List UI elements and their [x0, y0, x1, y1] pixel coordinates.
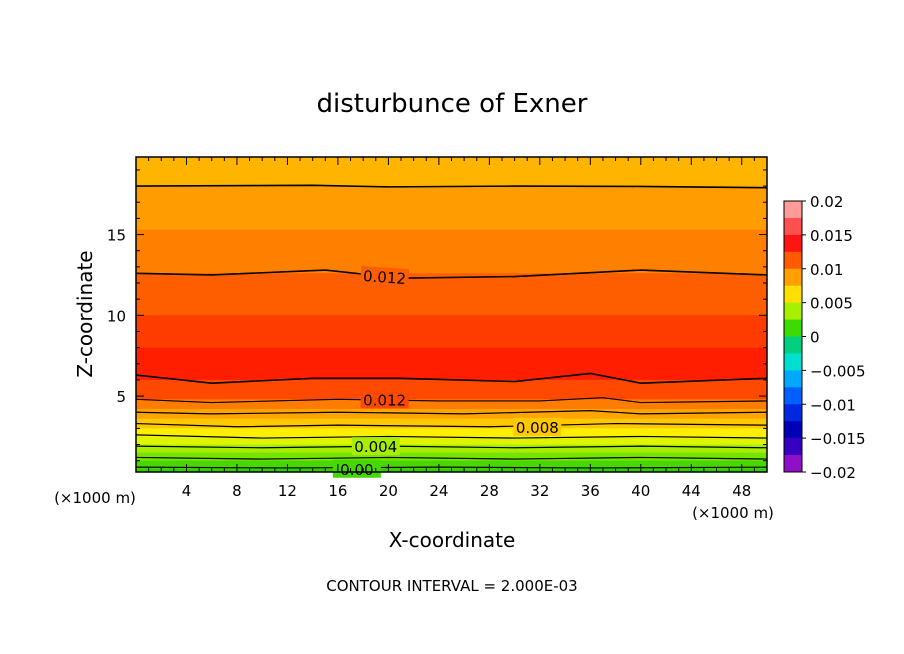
y-tick-label-15: 15: [107, 227, 126, 245]
contour-band-10: [136, 428, 767, 438]
contour-band-3: [136, 273, 767, 316]
colorbar-label-3: 0.005: [810, 295, 853, 313]
colorbar-segment-1: [784, 217, 802, 236]
contour-band-0: [136, 157, 767, 187]
colorbar-segment-5: [784, 285, 802, 304]
contour-label-group-4: 0.00: [332, 459, 381, 479]
contour-label-1: 0.012: [363, 391, 406, 409]
contour-label-2: 0.008: [516, 419, 559, 437]
contour-band-9: [136, 418, 767, 429]
contour-line-0: [136, 184, 767, 189]
y-tick-label-10: 10: [107, 307, 126, 325]
colorbar-segment-7: [784, 319, 802, 337]
colorbar-segment-0: [784, 201, 802, 219]
contour-band-4: [136, 315, 767, 349]
colorbar-segment-8: [784, 336, 802, 354]
contour-band-14: [136, 460, 767, 470]
contour-label-group-2: 0.008: [513, 417, 562, 437]
contour-label-group-0: 0.012: [360, 265, 410, 288]
colorbar-segment-14: [784, 438, 802, 456]
contour-band-1: [136, 186, 767, 231]
x-axis-label: X-coordinate: [389, 528, 516, 552]
colorbar-segment-6: [784, 302, 802, 321]
contour-label-bg-2: [513, 417, 562, 436]
contour-label-bg-0: [360, 265, 410, 288]
colorbar-label-8: −0.02: [810, 464, 856, 482]
contour-band-2: [136, 229, 767, 274]
contour-label-bg-1: [360, 390, 409, 409]
colorbar-label-2: 0.01: [810, 261, 843, 279]
chart-title: disturbunce of Exner: [317, 89, 588, 119]
contour-line-3: [136, 397, 767, 404]
contour-label-group-1: 0.012: [360, 390, 409, 409]
x-tick-label-32: 32: [530, 482, 549, 500]
x-tick-label-44: 44: [682, 482, 701, 500]
contour-band-13: [136, 452, 767, 462]
colorbar-segment-13: [784, 421, 802, 439]
contour-label-bg-3: [351, 437, 400, 456]
contour-line-4: [136, 410, 767, 415]
contour-interval-footer: CONTOUR INTERVAL = 2.000E-03: [326, 577, 577, 595]
contour-line-2: [136, 372, 767, 384]
colorbar-label-7: −0.015: [810, 430, 866, 448]
colorbar-label-0: 0.02: [810, 193, 843, 211]
contour-band-12: [136, 444, 767, 454]
colorbar-label-4: 0: [810, 329, 820, 347]
colorbar-segment-4: [784, 268, 802, 287]
x-unit-label: (×1000 m): [692, 504, 774, 522]
x-tick-label-16: 16: [328, 482, 347, 500]
y-tick-label-5: 5: [116, 388, 126, 406]
colorbar: 0.02 0.015 0.01 0.005 0 −0.005 −0.01 −0.015 −0.0…: [783, 193, 866, 482]
y-unit-label: (×1000 m): [54, 489, 136, 507]
contour-label-4: 0.00: [340, 461, 373, 479]
contour-band-7: [136, 399, 767, 410]
x-tick-label-48: 48: [732, 482, 751, 500]
x-tick-label-28: 28: [480, 482, 499, 500]
contour-band-11: [136, 436, 767, 446]
x-tick-label-24: 24: [429, 482, 448, 500]
contour-line-7: [136, 445, 767, 449]
contour-line-5: [136, 422, 767, 428]
contour-band-5: [136, 347, 767, 381]
colorbar-segment-15: [784, 455, 802, 473]
colorbar-label-6: −0.01: [810, 396, 856, 414]
contour-label-3: 0.004: [354, 438, 397, 456]
x-tick-label-8: 8: [232, 482, 242, 500]
colorbar-segment-3: [784, 251, 802, 270]
y-axis-label: Z-coordinate: [73, 250, 97, 377]
contour-line-8: [136, 456, 767, 460]
colorbar-segment-10: [784, 370, 802, 388]
contour-line-6: [136, 434, 767, 439]
x-tick-label-36: 36: [581, 482, 600, 500]
colorbar-segment-11: [784, 387, 802, 405]
contour-label-0: 0.012: [362, 267, 406, 288]
contour-label-bg-4: [332, 459, 381, 478]
colorbar-segment-9: [784, 353, 802, 371]
colorbar-segment-2: [784, 234, 802, 253]
contour-band-6: [136, 379, 767, 400]
x-tick-label-40: 40: [631, 482, 650, 500]
colorbar-segment-12: [784, 404, 802, 422]
x-tick-label-4: 4: [182, 482, 192, 500]
x-tick-label-20: 20: [379, 482, 398, 500]
x-tick-label-12: 12: [278, 482, 297, 500]
colorbar-label-1: 0.015: [810, 227, 853, 245]
colorbar-label-5: −0.005: [810, 362, 866, 380]
contour-label-group-3: 0.004: [351, 437, 400, 456]
